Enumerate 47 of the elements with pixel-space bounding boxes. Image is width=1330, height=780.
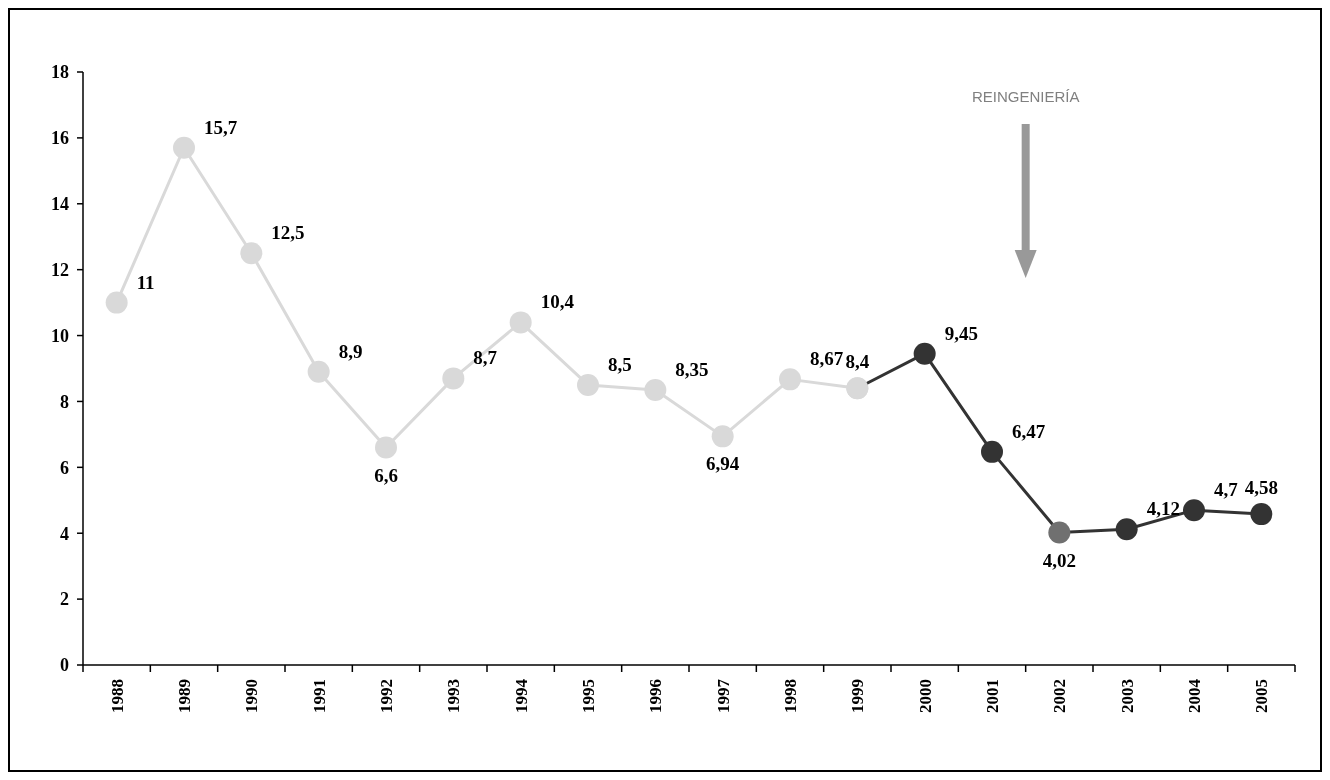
y-tick-label: 16 (51, 128, 69, 149)
x-tick-label: 1989 (174, 679, 194, 713)
y-tick-label: 18 (51, 62, 69, 83)
y-tick-label: 14 (51, 194, 69, 215)
data-label: 4,58 (1244, 477, 1278, 499)
x-tick-label: 1994 (511, 678, 531, 713)
x-tick-label: 1999 (848, 679, 868, 713)
data-label: 8,9 (338, 340, 363, 362)
x-tick-label: 1988 (107, 679, 127, 713)
x-tick-label: 2003 (1117, 679, 1137, 713)
data-label: 8,7 (473, 347, 498, 369)
data-label: 8,4 (845, 351, 870, 373)
x-tick-label: 1993 (444, 679, 464, 713)
y-tick-label: 8 (60, 391, 69, 412)
data-label: 6,47 (1012, 420, 1046, 442)
x-tick-label: 1997 (713, 678, 733, 713)
x-tick-label: 1995 (578, 679, 598, 713)
data-label: 15,7 (204, 116, 238, 138)
data-label: 11 (136, 271, 155, 293)
x-tick-label: 2000 (915, 679, 935, 713)
y-tick-label: 4 (60, 523, 69, 544)
data-label: 10,4 (540, 291, 575, 313)
y-tick-label: 10 (51, 325, 69, 346)
y-tick-label: 0 (60, 655, 69, 676)
data-label: 12,5 (271, 222, 305, 244)
data-label: 8,35 (675, 358, 709, 380)
y-tick-label: 12 (51, 259, 69, 280)
data-label: 4,7 (1214, 479, 1239, 501)
x-tick-label: 1990 (242, 679, 262, 713)
data-label: 8,5 (608, 353, 632, 375)
x-tick-label: 1998 (780, 679, 800, 713)
x-tick-label: 2004 (1184, 678, 1204, 713)
x-tick-label: 1991 (309, 679, 329, 713)
data-label: 4,12 (1146, 498, 1180, 520)
x-tick-label: 1992 (376, 679, 396, 713)
data-label: 6,6 (374, 464, 398, 486)
x-tick-label: 1996 (646, 679, 666, 713)
y-tick-label: 6 (60, 457, 69, 478)
data-label: 9,45 (944, 322, 978, 344)
y-tick-label: 2 (60, 589, 69, 610)
annotation: REINGENIERÍA (971, 88, 1080, 105)
x-tick-label: 2002 (1050, 679, 1070, 713)
x-tick-label: 2005 (1252, 679, 1272, 713)
data-label: 8,67 (810, 348, 844, 370)
x-tick-label: 2001 (982, 679, 1002, 713)
data-label: 4,02 (1042, 549, 1076, 571)
data-label: 6,94 (706, 453, 740, 475)
